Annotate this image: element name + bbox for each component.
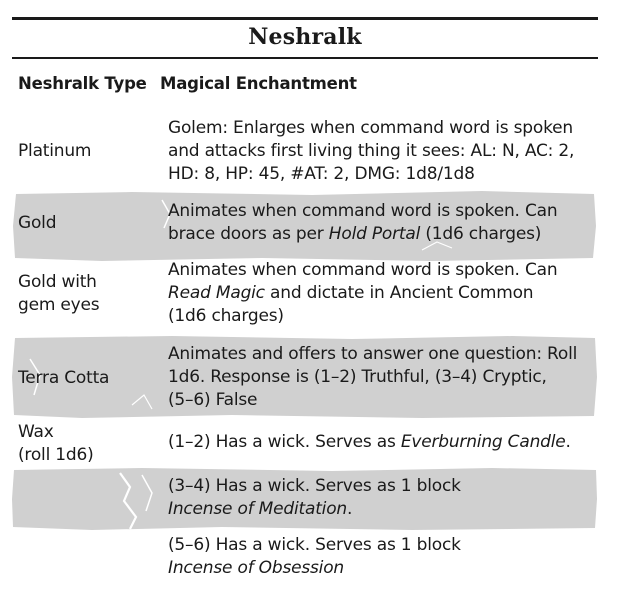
enchantment-line: (5–6) False [168,389,592,412]
enchantment-line: HD: 8, HP: 45, #AT: 2, DMG: 1d8/1d8 [168,163,592,186]
text-run: Animates when command word is spoken. Ca… [168,201,558,221]
type-cell-gold-gem-eyes: Gold with gem eyes [18,271,158,317]
italic-spell-name: Read Magic [168,283,265,303]
text-run: Animates when command word is spoken. Ca… [168,260,558,280]
column-header-type: Neshralk Type [18,74,147,93]
enchantment-line: (3–4) Has a wick. Serves as 1 block [168,475,592,498]
italic-spell-name: Incense of Obsession [168,558,344,578]
type-line: gem eyes [18,295,100,315]
enchantment-line: brace doors as per Hold Portal (1d6 char… [168,223,592,246]
italic-spell-name: Hold Portal [328,224,421,244]
shaded-row-band-gold [13,191,596,261]
text-run: brace doors as per [168,224,329,244]
type-line: Platinum [18,141,92,161]
text-run: . [346,499,353,519]
shaded-row-band-terra-cotta [12,336,597,418]
text-run: . [565,432,571,452]
text-run: 1d6. Response is (1–2) Truthful, (3–4) C… [168,367,547,387]
enchantment-line: Incense of Meditation. [168,498,592,521]
text-run: Golem: Enlarges when command word is spo… [168,118,573,138]
text-run: (3–4) Has a wick. Serves as 1 block [168,476,461,496]
text-run: (1d6 charges) [420,224,542,244]
enchantment-line: (1d6 charges) [168,305,592,328]
text-run: HD: 8, HP: 45, #AT: 2, DMG: 1d8/1d8 [168,164,475,184]
table-title: Neshralk [248,24,362,50]
enchantment-line: Golem: Enlarges when command word is spo… [168,117,592,140]
enchantment-line: Animates and offers to answer one questi… [168,343,592,366]
type-cell-gold: Gold [18,212,158,235]
type-cell-wax: Wax (roll 1d6) [18,421,158,467]
enchantment-line: Animates when command word is spoken. Ca… [168,259,592,282]
enchantment-cell-wax-3-4: (3–4) Has a wick. Serves as 1 block Incen… [168,475,592,521]
shaded-row-band-wax-3-4 [12,468,597,530]
italic-spell-name: Incense of Meditation [168,499,347,519]
enchantment-line: (5–6) Has a wick. Serves as 1 block [168,534,592,557]
enchantment-line: Read Magic and dictate in Ancient Common [168,282,592,305]
text-run: (1–2) Has a wick. Serves as [168,432,401,452]
type-line: Terra Cotta [18,368,110,388]
text-run: (1d6 charges) [168,306,284,326]
text-run: and dictate in Ancient Common [264,283,534,303]
type-line: (roll 1d6) [18,445,94,465]
type-line: Wax [18,422,54,442]
column-header-enchantment: Magical Enchantment [160,74,357,93]
table-top-rule [12,17,598,20]
text-run: Animates and offers to answer one questi… [168,344,578,364]
enchantment-cell-gold: Animates when command word is spoken. Ca… [168,200,592,246]
enchantment-cell-wax-1-2: (1–2) Has a wick. Serves as Everburning … [168,431,592,454]
enchantment-cell-platinum: Golem: Enlarges when command word is spo… [168,117,592,186]
type-cell-platinum: Platinum [18,140,158,163]
type-line: Gold [18,213,57,233]
enchantment-line: Incense of Obsession [168,557,592,580]
type-cell-terra-cotta: Terra Cotta [18,367,158,390]
enchantment-cell-terra-cotta: Animates and offers to answer one questi… [168,343,592,412]
italic-spell-name: Everburning Candle [400,432,566,452]
enchantment-cell-gold-gem-eyes: Animates when command word is spoken. Ca… [168,259,592,328]
text-run: (5–6) False [168,390,258,410]
cropped-text-fragment [205,0,245,4]
enchantment-line: Animates when command word is spoken. Ca… [168,200,592,223]
enchantment-line: 1d6. Response is (1–2) Truthful, (3–4) C… [168,366,592,389]
enchantment-line: and attacks first living thing it sees: … [168,140,592,163]
text-run: (5–6) Has a wick. Serves as 1 block [168,535,461,555]
type-line: Gold with [18,272,97,292]
enchantment-cell-wax-5-6: (5–6) Has a wick. Serves as 1 block Incen… [168,534,592,580]
text-run: and attacks first living thing it sees: … [168,141,575,161]
enchantment-line: (1–2) Has a wick. Serves as Everburning … [168,431,592,454]
title-underline [12,57,598,59]
